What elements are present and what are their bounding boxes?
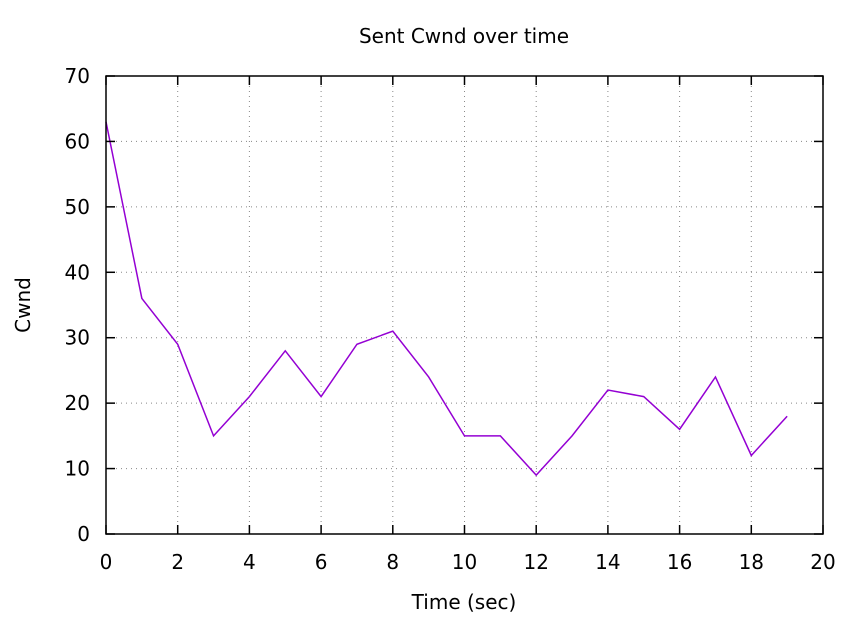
y-tick-label: 40	[65, 260, 90, 284]
x-tick-label: 8	[386, 550, 399, 574]
series-lines	[105, 121, 788, 477]
x-tick-label: 12	[523, 550, 548, 574]
x-tick-label: 0	[100, 550, 113, 574]
y-tick-label: 60	[65, 129, 90, 153]
x-tick-label: 6	[315, 550, 328, 574]
grid-lines	[106, 76, 823, 534]
x-tick-label: 4	[243, 550, 256, 574]
x-axis-label: Time (sec)	[411, 590, 517, 614]
plot-frame	[105, 75, 824, 535]
y-tick-label: 20	[65, 391, 90, 415]
x-tick-label: 20	[810, 550, 835, 574]
y-tick-label: 0	[77, 522, 90, 546]
x-axis-ticks: 0 2 4 6 8 10 12 14 16 18 20	[100, 76, 836, 574]
x-tick-label: 18	[739, 550, 764, 574]
x-tick-label: 2	[171, 550, 184, 574]
x-tick-label: 14	[595, 550, 620, 574]
y-axis-label: Cwnd	[11, 277, 35, 333]
chart-title: Sent Cwnd over time	[359, 24, 569, 48]
x-tick-label: 10	[452, 550, 477, 574]
series-line-0	[105, 121, 788, 477]
x-tick-label: 16	[667, 550, 692, 574]
y-axis-ticks: 0 10 20 30 40 50 60 70	[65, 64, 823, 546]
y-tick-label: 50	[65, 195, 90, 219]
y-tick-label: 10	[65, 457, 90, 481]
y-tick-label: 30	[65, 326, 90, 350]
y-tick-label: 70	[65, 64, 90, 88]
